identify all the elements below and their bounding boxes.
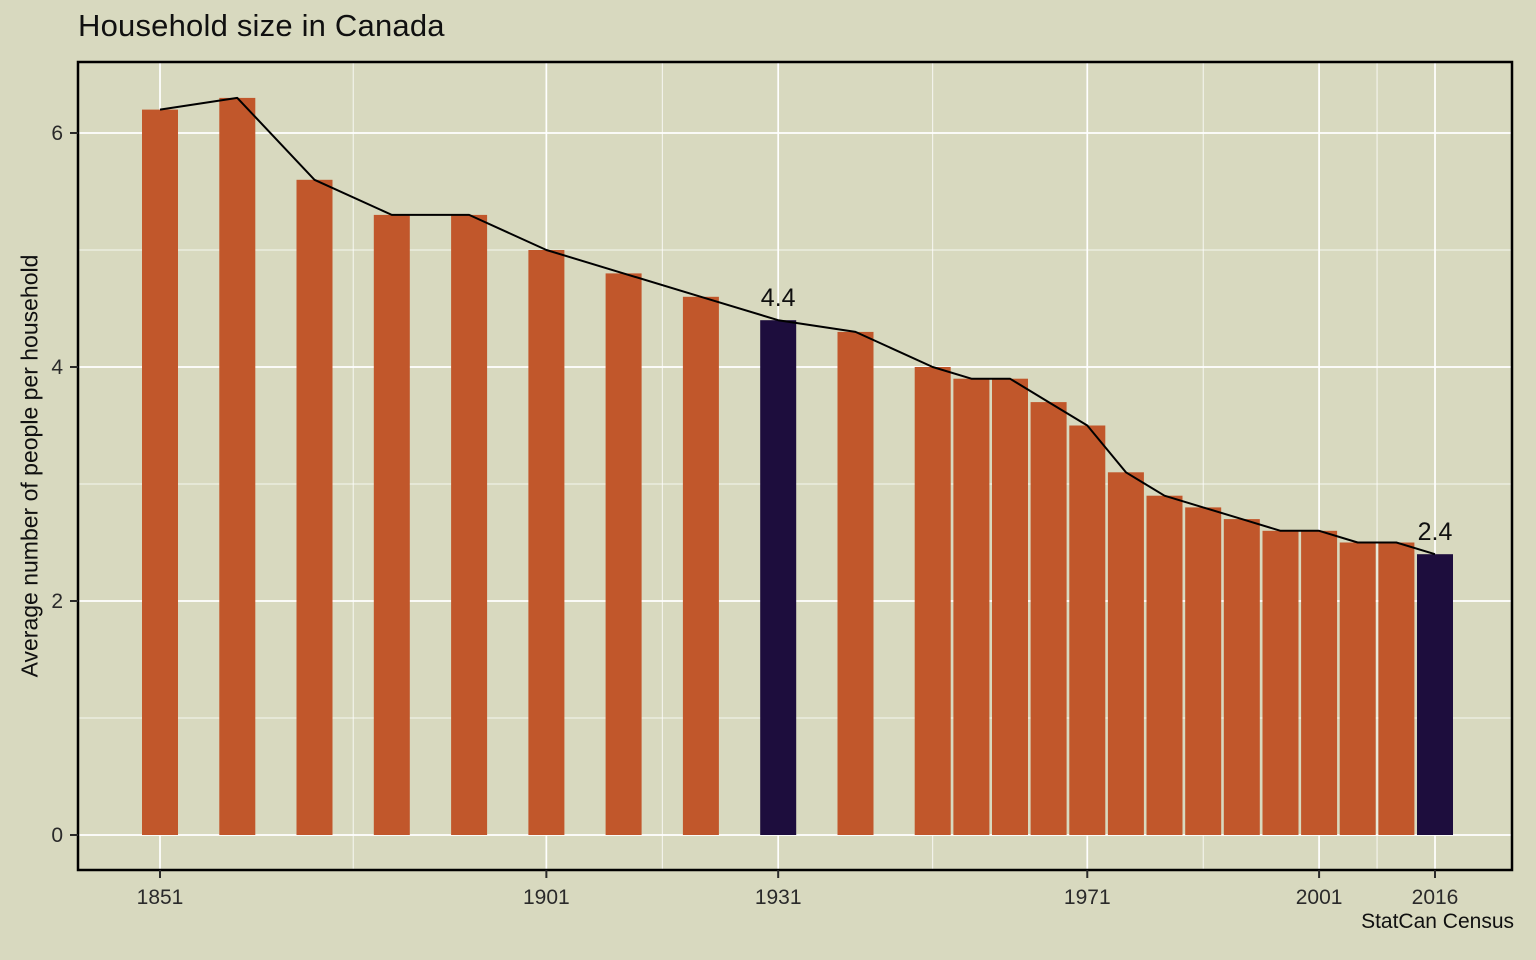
x-tick-label-1931: 1931	[755, 886, 802, 909]
bars	[142, 97, 1453, 836]
y-axis-title: Average number of people per household	[16, 254, 43, 678]
bar-1986	[1185, 507, 1222, 835]
panel-border	[76, 60, 1514, 872]
bar-1961	[992, 378, 1028, 835]
bar-1861	[219, 97, 256, 835]
bar-1851	[142, 109, 178, 836]
x-tick-label-1971: 1971	[1064, 886, 1111, 909]
bar-value-annotation-2.4: 2.4	[1418, 518, 1453, 546]
y-tick-label-4: 4	[51, 356, 63, 379]
y-tick-label-6: 6	[51, 122, 63, 145]
bar-1871	[296, 179, 333, 836]
x-tick-label-1901: 1901	[523, 886, 570, 909]
bar-2006	[1339, 542, 1376, 835]
x-tick-label-1851: 1851	[137, 886, 184, 909]
chart-caption: StatCan Census	[1361, 910, 1514, 933]
bar-2001	[1301, 530, 1338, 835]
chart-title: Household size in Canada	[78, 8, 445, 43]
bar-1991	[1223, 519, 1260, 835]
bar-1931	[760, 320, 797, 835]
bar-1966	[1030, 402, 1067, 835]
bar-2016	[1417, 554, 1453, 835]
bar-1921	[682, 296, 719, 835]
y-tick-label-0: 0	[51, 824, 63, 847]
bar-1971	[1069, 425, 1106, 835]
bar-value-annotation-4.4: 4.4	[761, 284, 796, 312]
bar-1956	[953, 378, 990, 835]
bar-1981	[1146, 495, 1183, 835]
trend-line	[159, 96, 1436, 556]
bar-2011	[1378, 542, 1415, 835]
x-tick-label-2001: 2001	[1296, 886, 1343, 909]
y-tick-label-2: 2	[51, 590, 63, 613]
bar-1911	[605, 273, 642, 835]
bar-1941	[837, 331, 874, 835]
bar-1951	[914, 367, 951, 835]
bar-1891	[451, 214, 488, 835]
bar-1881	[373, 214, 410, 835]
bar-1901	[528, 250, 565, 835]
bar-1976	[1107, 472, 1144, 835]
x-tick-label-2016: 2016	[1412, 886, 1459, 909]
bar-1996	[1262, 530, 1299, 835]
